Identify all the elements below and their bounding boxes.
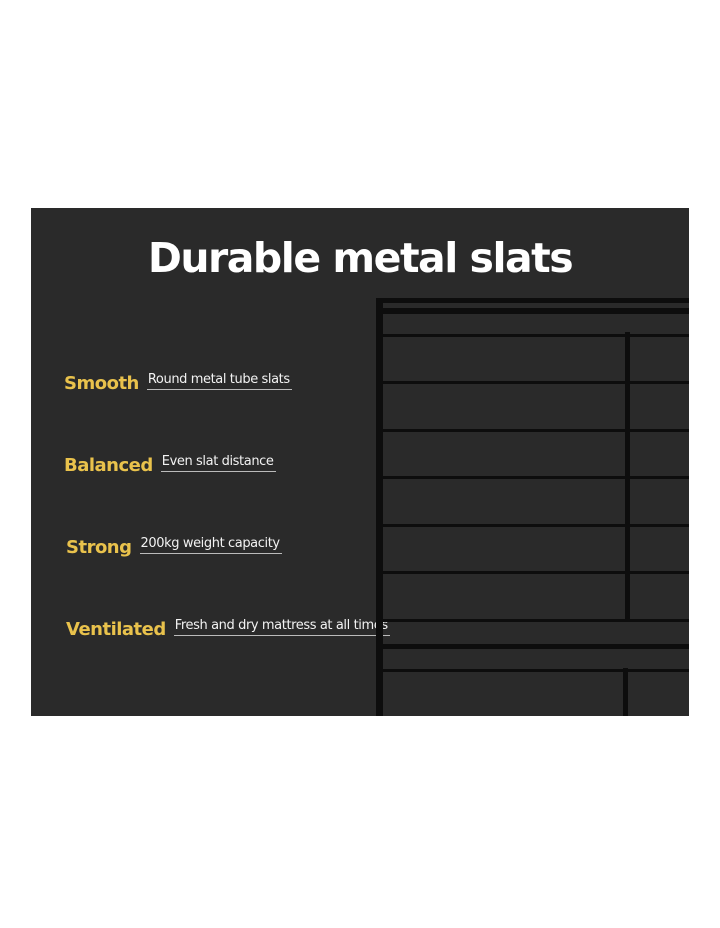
slat xyxy=(383,619,689,622)
feature-label: Ventilated xyxy=(66,619,166,640)
slat xyxy=(383,429,689,432)
feature-ventilated: Ventilated Fresh and dry mattress at all… xyxy=(66,618,390,640)
feature-label: Strong xyxy=(66,537,132,558)
feature-balanced: Balanced Even slat distance xyxy=(64,454,276,476)
frame-top-rail xyxy=(376,298,689,303)
feature-label: Balanced xyxy=(64,455,153,476)
frame-rail xyxy=(383,644,689,649)
slat xyxy=(383,381,689,384)
slat xyxy=(383,334,689,337)
frame-post xyxy=(376,298,383,716)
slat xyxy=(383,669,689,672)
slat xyxy=(383,571,689,574)
feature-description: 200kg weight capacity xyxy=(139,536,282,554)
feature-description: Fresh and dry mattress at all times xyxy=(173,618,390,636)
product-banner: Durable metal slats Smooth Round metal t… xyxy=(31,208,689,716)
banner-title: Durable metal slats xyxy=(147,234,574,282)
slat xyxy=(383,524,689,527)
frame-center-support xyxy=(623,668,628,716)
feature-description: Even slat distance xyxy=(160,454,276,472)
feature-smooth: Smooth Round metal tube slats xyxy=(64,372,292,394)
feature-strong: Strong 200kg weight capacity xyxy=(66,536,282,558)
feature-description: Round metal tube slats xyxy=(146,372,292,390)
frame-rail xyxy=(383,308,689,314)
feature-label: Smooth xyxy=(64,373,139,394)
slat xyxy=(383,476,689,479)
